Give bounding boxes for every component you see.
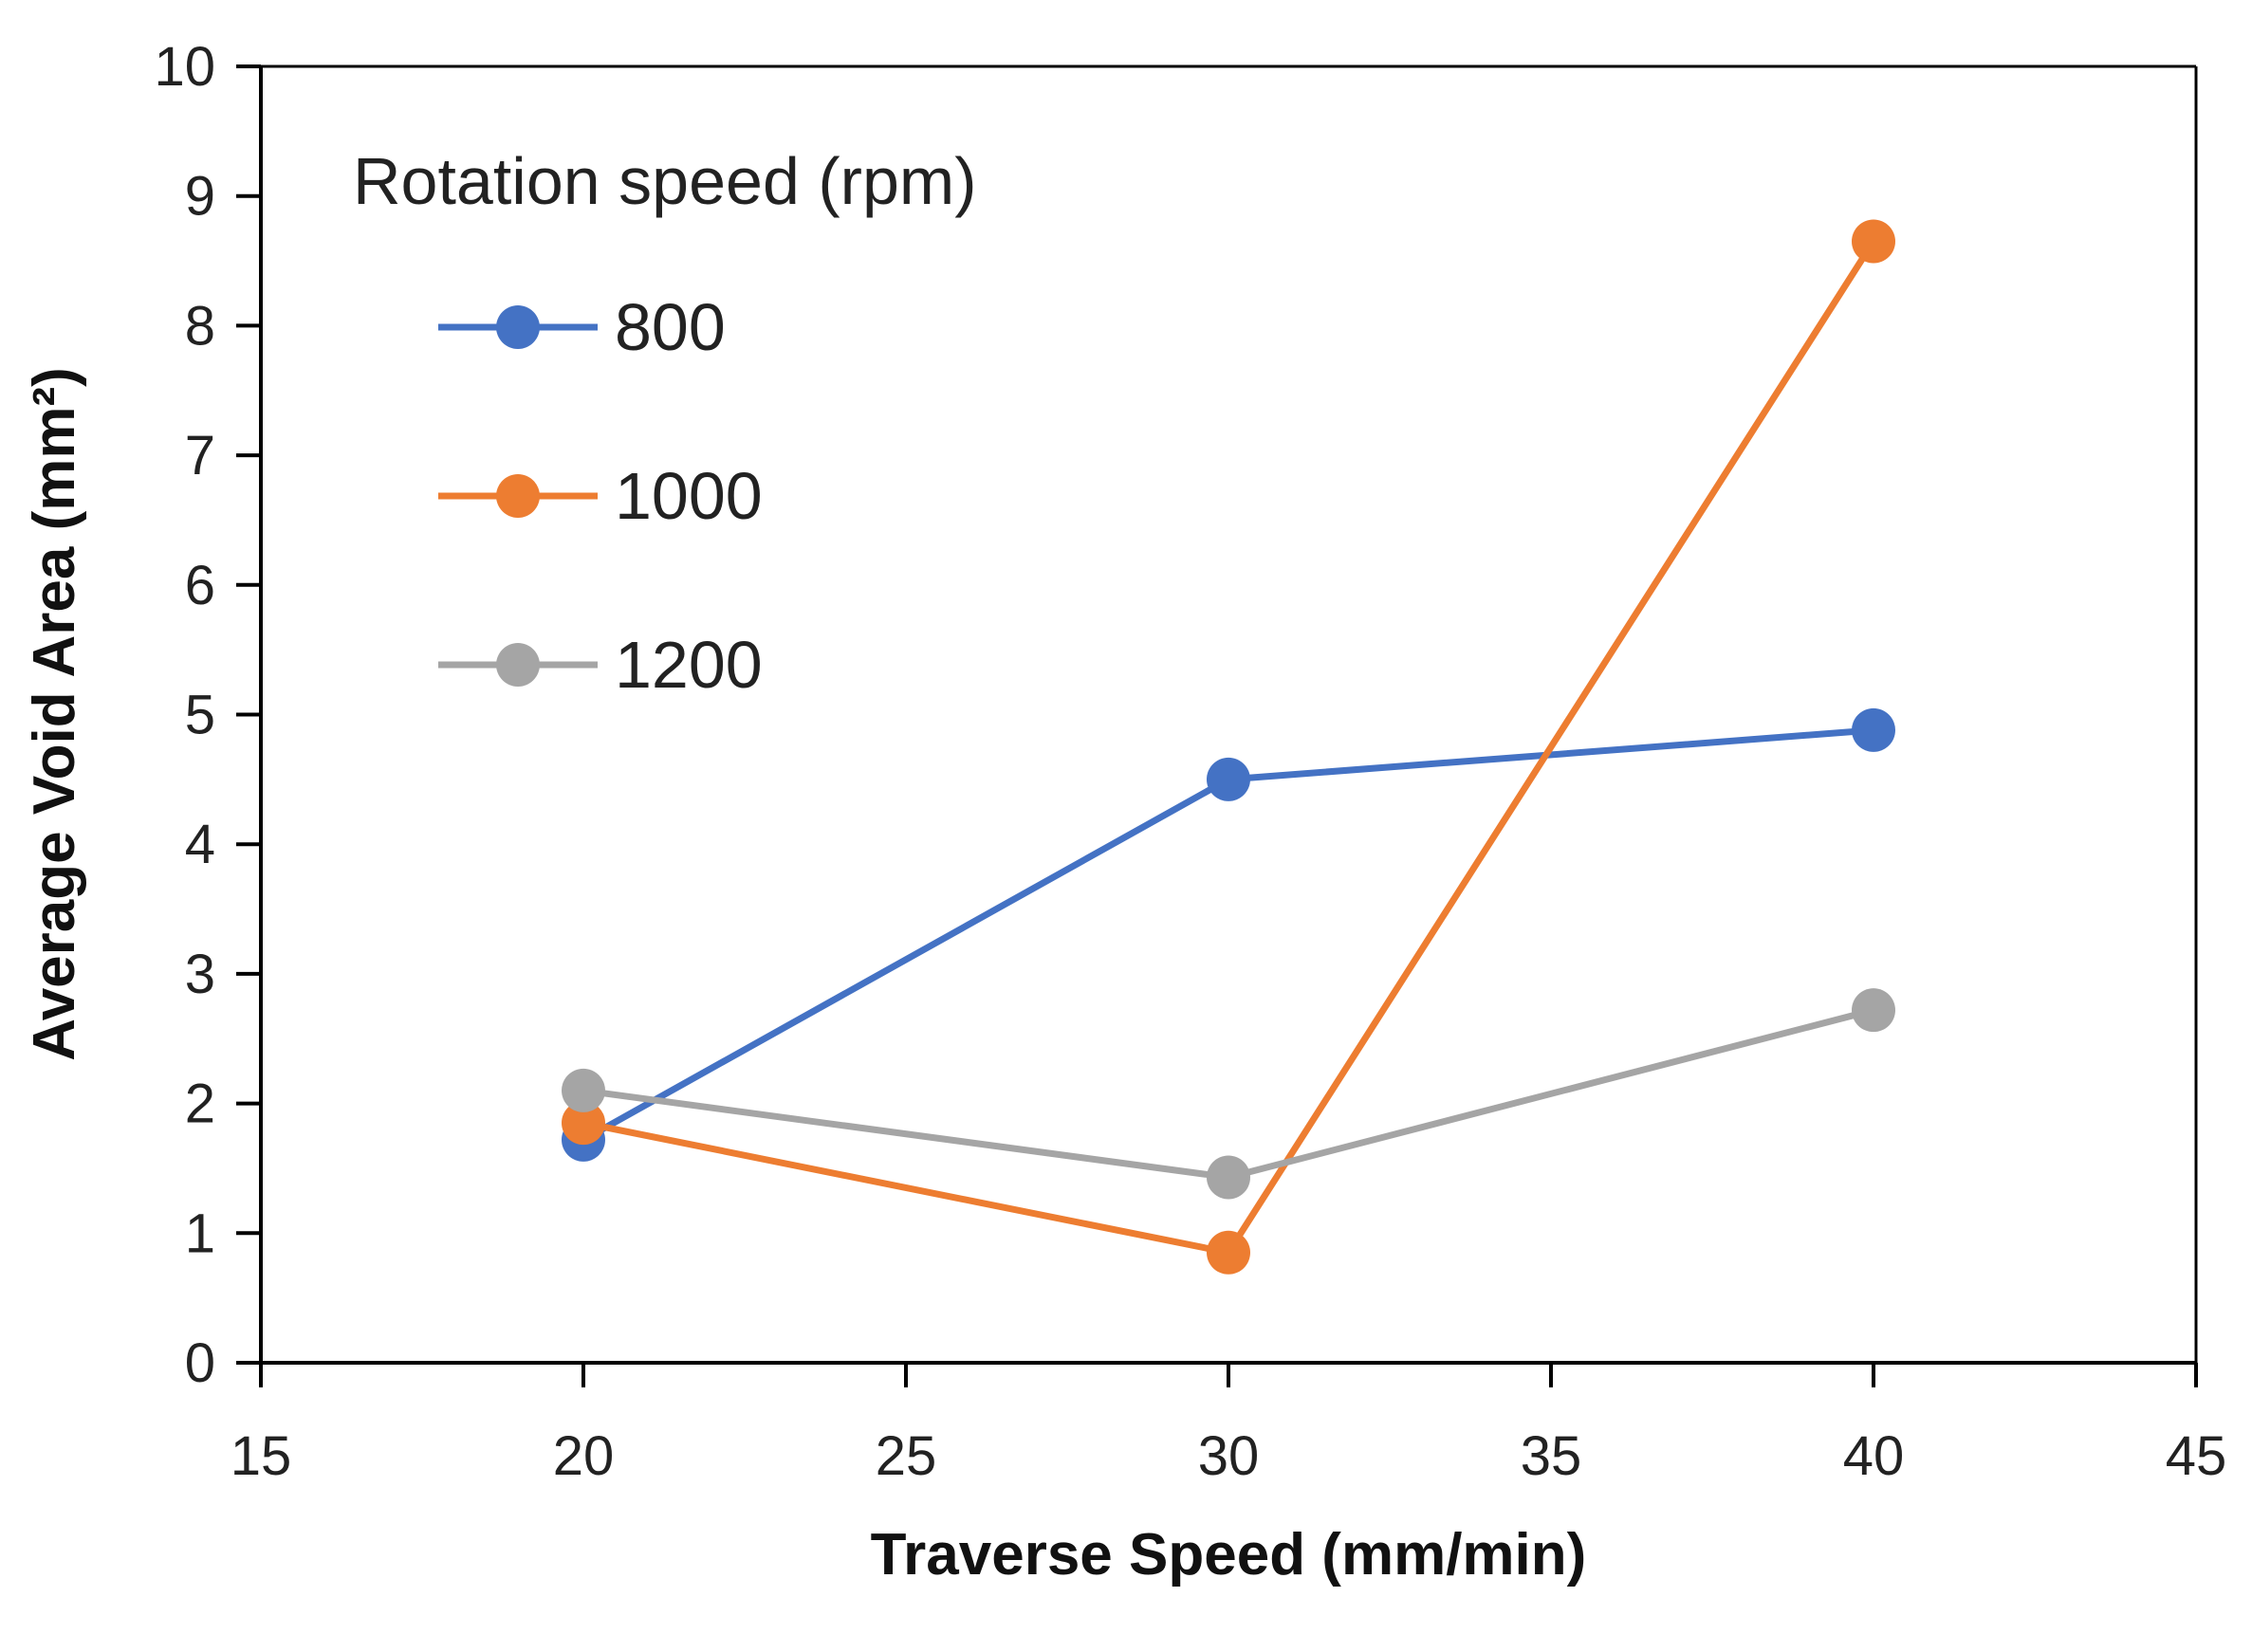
data-point-800 [1852,707,1895,752]
x-tick-label: 15 [231,1425,292,1487]
data-point-1000 [1207,1230,1250,1275]
x-axis-title: Traverse Speed (mm/min) [871,1522,1587,1588]
data-point-1200 [1852,988,1895,1033]
y-tick-label: 4 [185,814,215,875]
data-point-1000 [562,1101,605,1146]
legend-title: Rotation speed (rpm) [353,144,977,218]
data-point-800 [1207,757,1250,801]
y-tick-label: 3 [185,944,215,1005]
series-800 [562,707,1895,1162]
x-tick-label: 35 [1521,1425,1582,1487]
legend-item-1000: 1000 [438,459,763,533]
y-axis-title: Average Void Area (mm²) [22,367,87,1061]
y-tick-label: 10 [154,36,215,98]
y-ticks: 0 1 2 3 4 5 6 7 8 9 10 [154,36,261,1394]
y-tick-label: 0 [185,1332,215,1394]
y-tick-label: 2 [185,1074,215,1135]
legend-label: 800 [615,290,726,364]
y-tick-label: 5 [185,685,215,746]
series-1200 [562,988,1895,1200]
y-tick-label: 6 [185,555,215,616]
series-layer [562,219,1895,1275]
legend-item-1200: 1200 [438,628,763,702]
legend-item-800: 800 [438,290,726,364]
x-tick-label: 30 [1198,1425,1260,1487]
legend-swatch-marker [496,305,540,349]
data-point-1200 [1207,1155,1250,1200]
legend-label: 1000 [615,459,763,533]
x-tick-label: 25 [876,1425,937,1487]
series-1000 [562,219,1895,1275]
legend-label: 1200 [615,628,763,702]
legend: Rotation speed (rpm) 800 1000 1200 [353,144,977,702]
y-tick-label: 9 [185,166,215,228]
y-tick-label: 8 [185,295,215,357]
data-point-1000 [1852,219,1895,264]
x-tick-label: 45 [2166,1425,2227,1487]
data-point-1200 [562,1068,605,1112]
legend-items: 800 1000 1200 [438,290,763,702]
legend-swatch-marker [496,643,540,687]
y-tick-label: 7 [185,425,215,486]
legend-swatch-marker [496,474,540,518]
y-tick-label: 1 [185,1202,215,1264]
x-ticks: 15 20 25 30 35 40 45 [231,1363,2227,1487]
x-tick-label: 20 [553,1425,615,1487]
x-tick-label: 40 [1843,1425,1905,1487]
